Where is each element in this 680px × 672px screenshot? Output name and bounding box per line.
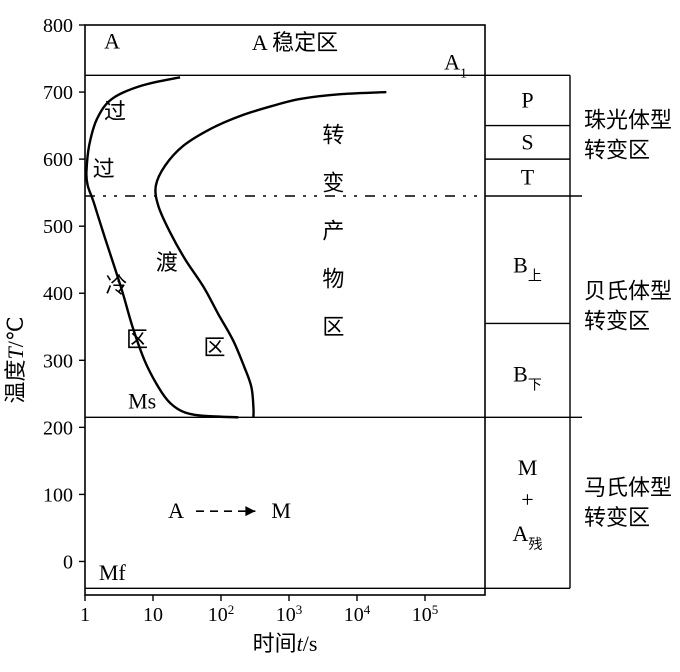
label-leng: 冷 <box>105 273 127 298</box>
svg-text:转: 转 <box>322 122 344 147</box>
svg-text:102: 102 <box>208 602 235 627</box>
svg-text:转变区: 转变区 <box>584 505 650 530</box>
svg-text:过: 过 <box>93 157 115 182</box>
y-tick-label: 200 <box>43 417 73 439</box>
label-A1: A1 <box>444 49 467 81</box>
svg-text:贝氏体型: 贝氏体型 <box>584 279 672 304</box>
y-tick-label: 400 <box>43 283 73 305</box>
label-Ms: Ms <box>128 389 156 414</box>
svg-text:马氏体型: 马氏体型 <box>584 475 672 500</box>
y-tick-label: 800 <box>43 15 73 37</box>
label-guo-1: 过 <box>104 99 126 124</box>
label-qu-1: 区 <box>126 327 148 352</box>
svg-text:B上: B上 <box>513 253 542 285</box>
label-du: 渡 <box>156 250 178 275</box>
curve-transformation-end <box>155 92 386 417</box>
label-Mf: Mf <box>99 560 127 585</box>
label-A-stable: A 稳定区 <box>252 30 338 55</box>
svg-text:10: 10 <box>143 604 163 626</box>
svg-text:产: 产 <box>322 218 344 243</box>
svg-text:转变区: 转变区 <box>584 309 650 334</box>
svg-text:M: M <box>518 455 538 480</box>
arrow-icon <box>245 506 255 516</box>
y-tick-label: 300 <box>43 350 73 372</box>
svg-text:S: S <box>521 129 533 154</box>
x-axis-label: 时间t/s <box>253 631 318 656</box>
label-qu-2: 区 <box>203 335 225 360</box>
svg-text:105: 105 <box>412 602 439 627</box>
curve-transformation-start <box>86 77 238 417</box>
svg-text:104: 104 <box>344 602 371 627</box>
svg-text:1: 1 <box>80 604 90 626</box>
label-A: A <box>104 28 120 53</box>
svg-text:103: 103 <box>276 602 303 627</box>
svg-text:物: 物 <box>322 266 344 291</box>
svg-text:区: 区 <box>322 314 344 339</box>
svg-text:A残: A残 <box>513 521 543 553</box>
y-tick-label: 500 <box>43 216 73 238</box>
y-tick-label: 100 <box>43 484 73 506</box>
y-tick-label: 0 <box>63 551 73 573</box>
svg-text:M: M <box>271 498 291 523</box>
svg-text:A: A <box>168 498 184 523</box>
svg-text:T: T <box>521 165 535 190</box>
svg-text:变: 变 <box>322 170 344 195</box>
y-tick-label: 600 <box>43 149 73 171</box>
y-axis-label: 温度T/℃ <box>3 316 28 403</box>
svg-text:珠光体型: 珠光体型 <box>584 108 672 133</box>
ttt-diagram: 0 100 200 300 400 500 600 700 800 1 10 102 103 104 105… <box>0 0 680 672</box>
svg-text:B下: B下 <box>513 361 542 393</box>
svg-text:P: P <box>521 87 533 112</box>
svg-text:转变区: 转变区 <box>584 138 650 163</box>
svg-text:+: + <box>521 487 533 512</box>
y-tick-label: 700 <box>43 82 73 104</box>
